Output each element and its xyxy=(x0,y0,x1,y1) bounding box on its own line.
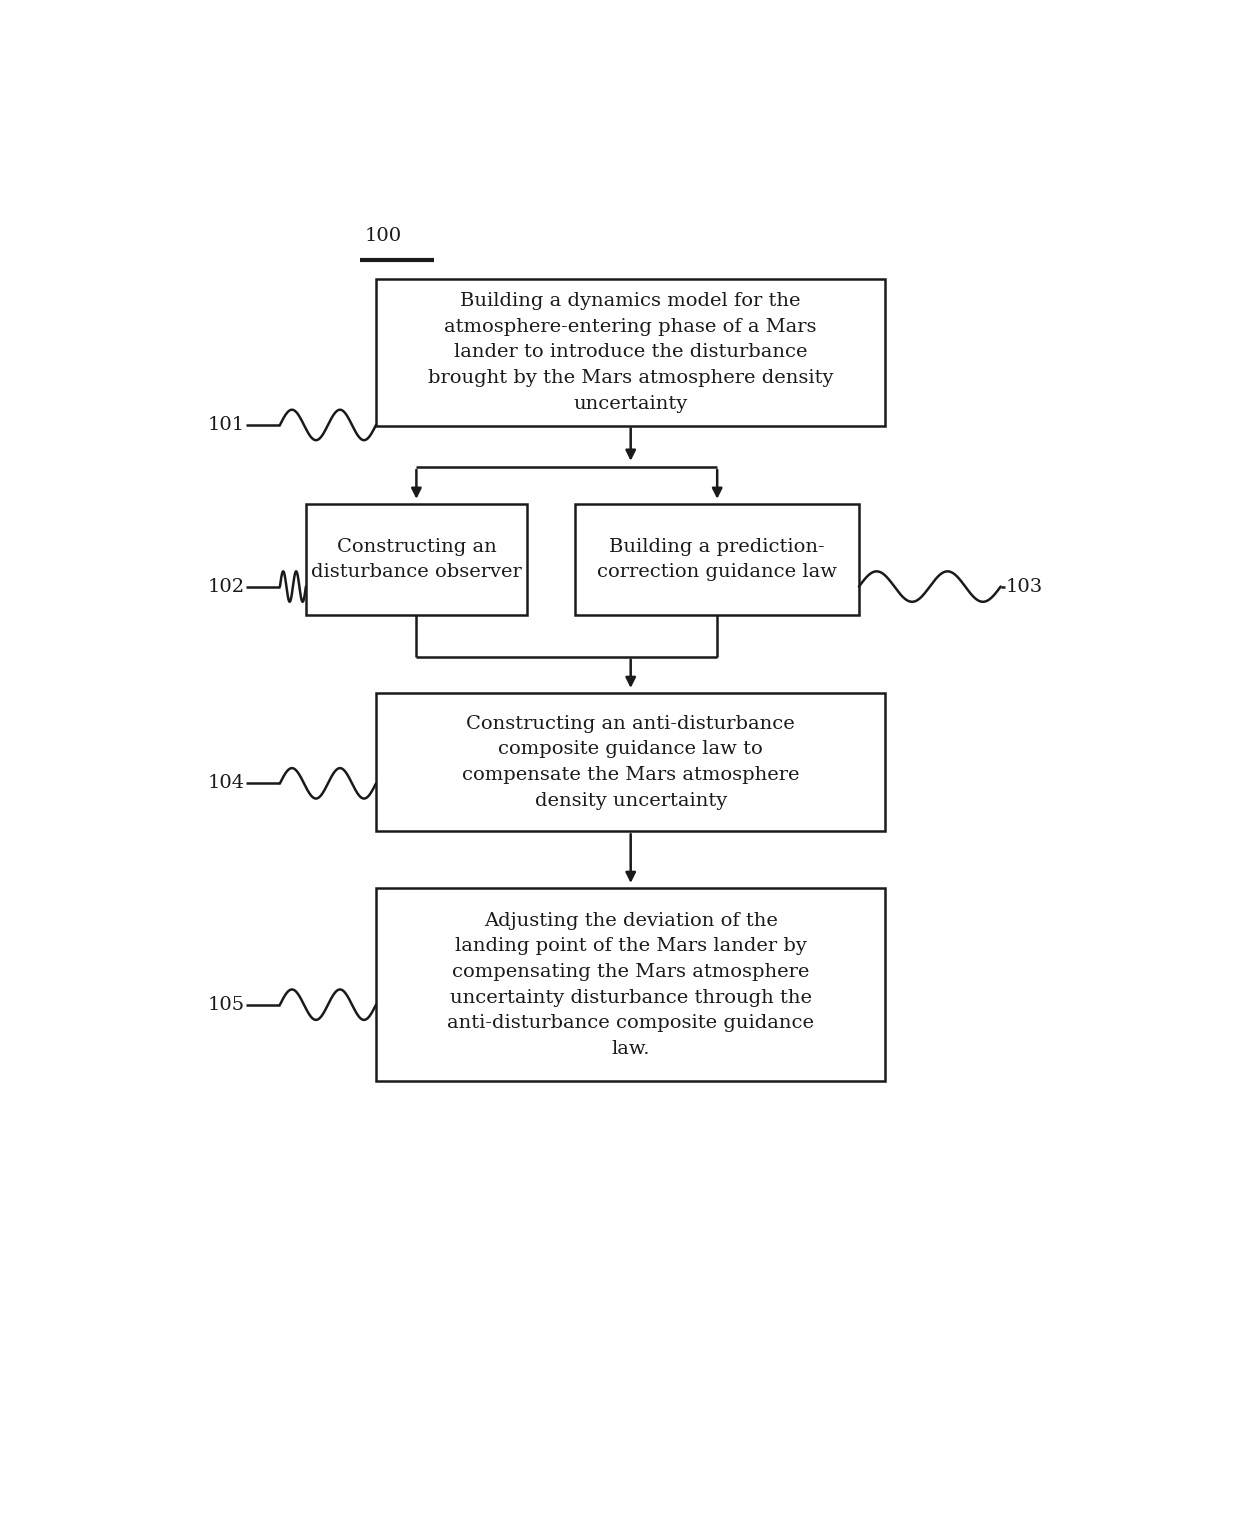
Text: 105: 105 xyxy=(208,996,246,1013)
Text: 101: 101 xyxy=(208,415,246,433)
FancyBboxPatch shape xyxy=(575,503,859,616)
Text: 103: 103 xyxy=(1006,578,1043,596)
Text: 100: 100 xyxy=(365,227,402,245)
Text: Building a dynamics model for the
atmosphere-entering phase of a Mars
lander to : Building a dynamics model for the atmosp… xyxy=(428,292,833,412)
Text: Building a prediction-
correction guidance law: Building a prediction- correction guidan… xyxy=(598,538,837,581)
Text: 104: 104 xyxy=(208,774,246,792)
Text: Adjusting the deviation of the
landing point of the Mars lander by
compensating : Adjusting the deviation of the landing p… xyxy=(448,911,815,1059)
Text: 102: 102 xyxy=(208,578,246,596)
FancyBboxPatch shape xyxy=(376,280,885,426)
FancyBboxPatch shape xyxy=(376,694,885,832)
Text: Constructing an
disturbance observer: Constructing an disturbance observer xyxy=(311,538,522,581)
Text: Constructing an anti-disturbance
composite guidance law to
compensate the Mars a: Constructing an anti-disturbance composi… xyxy=(463,715,800,809)
FancyBboxPatch shape xyxy=(306,503,527,616)
FancyBboxPatch shape xyxy=(376,888,885,1081)
